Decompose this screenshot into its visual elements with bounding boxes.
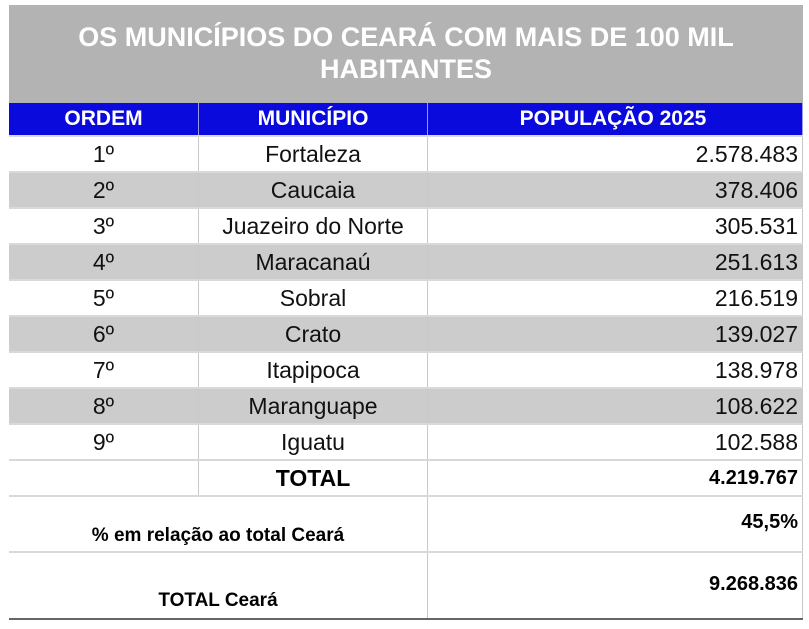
- table-title: OS MUNICÍPIOS DO CEARÁ COM MAIS DE 100 M…: [9, 5, 803, 101]
- percent-label: % em relação ao total Ceará: [9, 497, 428, 551]
- populacao-cell: 216.519: [428, 281, 803, 315]
- header-row: ORDEM MUNICÍPIO POPULAÇÃO 2025: [9, 101, 803, 137]
- municipio-cell: Juazeiro do Norte: [199, 209, 428, 243]
- municipio-cell: Sobral: [199, 281, 428, 315]
- populacao-cell: 378.406: [428, 173, 803, 207]
- municipio-cell: Caucaia: [199, 173, 428, 207]
- table-row: 7º Itapipoca 138.978: [9, 353, 803, 389]
- populacao-cell: 305.531: [428, 209, 803, 243]
- table-row: 5º Sobral 216.519: [9, 281, 803, 317]
- populacao-cell: 102.588: [428, 425, 803, 459]
- municipio-cell: Maracanaú: [199, 245, 428, 279]
- table-row: 4º Maracanaú 251.613: [9, 245, 803, 281]
- total-ceara-value: 9.268.836: [428, 553, 803, 618]
- population-table: OS MUNICÍPIOS DO CEARÁ COM MAIS DE 100 M…: [9, 5, 803, 620]
- municipio-cell: Iguatu: [199, 425, 428, 459]
- total-ceara-label: TOTAL Ceará: [9, 553, 428, 618]
- table-row: 9º Iguatu 102.588: [9, 425, 803, 461]
- municipio-cell: Crato: [199, 317, 428, 351]
- municipio-cell: Itapipoca: [199, 353, 428, 387]
- ordem-cell: 5º: [9, 281, 199, 315]
- total-label: TOTAL: [199, 461, 428, 495]
- ordem-cell: 6º: [9, 317, 199, 351]
- ordem-cell: 8º: [9, 389, 199, 423]
- populacao-cell: 251.613: [428, 245, 803, 279]
- municipio-cell: Maranguape: [199, 389, 428, 423]
- ordem-cell: 2º: [9, 173, 199, 207]
- ordem-cell: 4º: [9, 245, 199, 279]
- ordem-cell: 3º: [9, 209, 199, 243]
- total-ceara-row: TOTAL Ceará 9.268.836: [9, 553, 803, 620]
- header-municipio: MUNICÍPIO: [199, 103, 428, 135]
- table-row: 3º Juazeiro do Norte 305.531: [9, 209, 803, 245]
- ordem-cell: 9º: [9, 425, 199, 459]
- populacao-cell: 108.622: [428, 389, 803, 423]
- populacao-cell: 138.978: [428, 353, 803, 387]
- total-row: TOTAL 4.219.767: [9, 461, 803, 497]
- table-row: 8º Maranguape 108.622: [9, 389, 803, 425]
- percent-value: 45,5%: [428, 497, 803, 551]
- municipio-cell: Fortaleza: [199, 137, 428, 171]
- ordem-cell: 7º: [9, 353, 199, 387]
- populacao-cell: 139.027: [428, 317, 803, 351]
- table-row: 1º Fortaleza 2.578.483: [9, 137, 803, 173]
- populacao-cell: 2.578.483: [428, 137, 803, 171]
- header-populacao: POPULAÇÃO 2025: [428, 103, 803, 135]
- percent-row: % em relação ao total Ceará 45,5%: [9, 497, 803, 553]
- ordem-cell: 1º: [9, 137, 199, 171]
- table-row: 2º Caucaia 378.406: [9, 173, 803, 209]
- total-value: 4.219.767: [428, 461, 803, 495]
- table-row: 6º Crato 139.027: [9, 317, 803, 353]
- header-ordem: ORDEM: [9, 103, 199, 135]
